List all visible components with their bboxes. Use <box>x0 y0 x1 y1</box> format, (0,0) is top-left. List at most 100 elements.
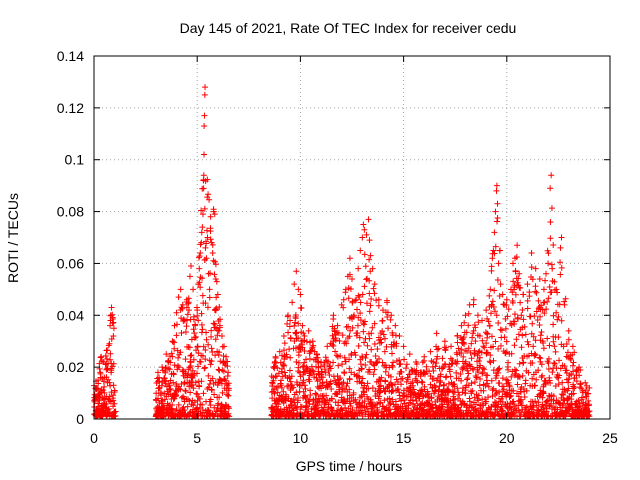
data-point <box>101 383 108 390</box>
data-point <box>536 354 543 361</box>
x-tick-label: 5 <box>193 430 201 446</box>
data-point <box>535 399 542 406</box>
data-point <box>201 205 208 212</box>
data-point <box>301 348 308 355</box>
data-point <box>406 371 413 378</box>
data-point <box>443 344 450 351</box>
data-point <box>385 325 392 332</box>
data-point <box>529 360 536 367</box>
x-tick-label: 20 <box>499 430 515 446</box>
data-point <box>501 301 508 308</box>
data-point <box>369 265 376 272</box>
data-point <box>480 365 487 372</box>
data-point <box>468 380 475 387</box>
data-point <box>161 396 168 403</box>
data-point <box>158 398 165 405</box>
data-point <box>494 218 501 225</box>
data-point <box>421 353 428 360</box>
data-point <box>332 337 339 344</box>
data-point <box>548 205 555 212</box>
data-point <box>274 389 281 396</box>
data-point <box>176 364 183 371</box>
data-point <box>583 387 590 394</box>
data-point <box>368 296 375 303</box>
data-point <box>476 358 483 365</box>
data-point <box>347 400 354 407</box>
data-point <box>526 289 533 296</box>
data-point <box>287 335 294 342</box>
data-point <box>206 294 213 301</box>
data-point <box>217 376 224 383</box>
data-point <box>441 381 448 388</box>
data-point <box>419 359 426 366</box>
y-tick-label: 0.12 <box>57 100 84 116</box>
data-point <box>292 312 299 319</box>
data-point <box>340 379 347 386</box>
data-point <box>497 326 504 333</box>
data-point <box>188 263 195 270</box>
data-point <box>292 330 299 337</box>
data-point <box>543 306 550 313</box>
data-point <box>514 381 521 388</box>
data-point <box>496 389 503 396</box>
data-point <box>374 346 381 353</box>
data-point <box>430 367 437 374</box>
data-point <box>371 366 378 373</box>
data-point <box>582 379 589 386</box>
data-point <box>492 308 499 315</box>
plot-frame <box>93 55 611 420</box>
data-point <box>530 333 537 340</box>
data-point <box>356 294 363 300</box>
data-point <box>360 328 367 335</box>
data-point <box>565 336 572 343</box>
data-point <box>187 362 194 369</box>
data-point <box>551 360 558 367</box>
data-point <box>437 371 444 378</box>
data-point <box>193 347 200 354</box>
data-point <box>352 352 359 359</box>
data-point <box>489 255 496 262</box>
data-point <box>221 376 228 383</box>
data-point <box>446 368 453 375</box>
data-point <box>293 379 300 386</box>
data-point <box>177 286 184 293</box>
data-point <box>188 336 195 343</box>
data-point <box>463 329 470 336</box>
data-point <box>366 277 373 284</box>
data-point <box>521 323 528 330</box>
data-point <box>205 372 212 379</box>
data-point <box>432 363 439 370</box>
data-point <box>363 231 370 238</box>
data-point <box>477 362 484 369</box>
data-point <box>472 324 479 331</box>
data-point <box>387 316 394 323</box>
data-point <box>200 177 207 184</box>
data-point <box>186 273 193 280</box>
data-point <box>397 360 404 367</box>
data-point <box>285 329 292 336</box>
data-point <box>297 373 304 380</box>
data-point <box>366 290 373 297</box>
data-point <box>513 336 520 343</box>
data-point <box>493 187 500 194</box>
data-point <box>508 350 515 357</box>
data-point <box>392 322 399 329</box>
data-point <box>225 403 232 410</box>
data-point <box>519 332 526 339</box>
data-point <box>202 346 209 353</box>
data-point <box>430 375 437 382</box>
data-point <box>168 350 175 357</box>
data-point <box>294 395 301 402</box>
y-tick-label: 0.1 <box>65 152 85 168</box>
data-point <box>349 298 356 305</box>
data-point <box>456 391 463 398</box>
data-point <box>490 303 497 310</box>
data-point <box>301 359 308 366</box>
data-point <box>539 394 546 401</box>
data-point <box>355 292 362 299</box>
data-point <box>516 413 523 420</box>
data-point <box>208 239 215 246</box>
data-point <box>175 401 182 408</box>
data-point <box>547 235 554 242</box>
data-point <box>105 376 112 383</box>
